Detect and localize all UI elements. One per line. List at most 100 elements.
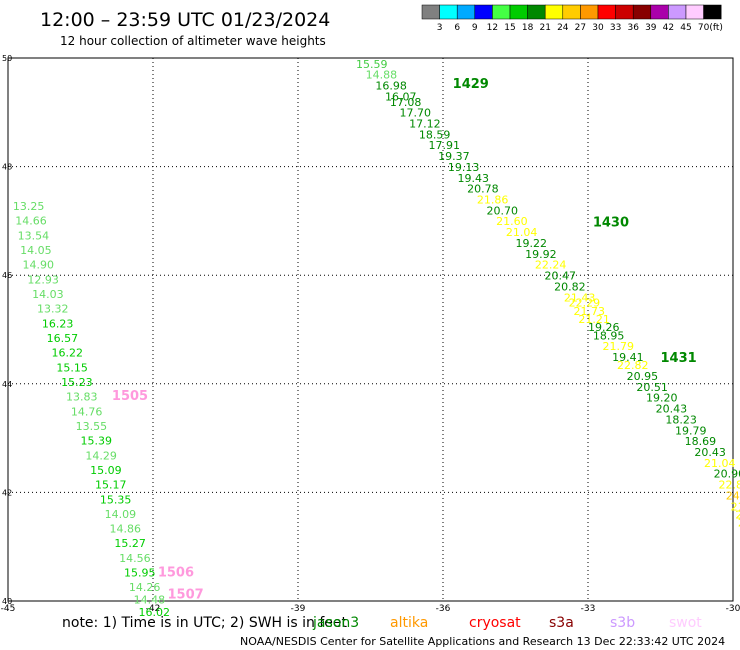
satellite-name: s3a — [549, 615, 574, 631]
colorbar-swatch — [632, 4, 652, 20]
data-points: 15.5914.8816.9816.0717.0817.7017.1218.59… — [13, 58, 740, 619]
swh-value: 20.47 — [545, 270, 577, 283]
swh-value: 13.54 — [18, 229, 49, 242]
swh-value: 21.60 — [496, 215, 527, 228]
chart-title: 12:00 – 23:59 UTC 01/23/2024 — [40, 9, 330, 31]
colorbar-swatch — [456, 4, 476, 20]
colorbar-unit: (ft) — [709, 23, 723, 33]
colorbar-label: 42 — [663, 23, 674, 33]
swh-value: 19.41 — [612, 351, 644, 364]
chart-subtitle: 12 hour collection of altimeter wave hei… — [60, 34, 326, 48]
swh-value: 24.10 — [726, 489, 740, 502]
colorbar-label: 18 — [522, 23, 534, 33]
swh-value: 20.43 — [656, 403, 688, 416]
swh-value: 14.66 — [15, 215, 47, 228]
swh-value: 19.22 — [516, 237, 548, 250]
swh-value: 18.95 — [593, 329, 625, 342]
colorbar-swatch — [703, 4, 722, 20]
y-tick-label: 44 — [2, 380, 12, 389]
swh-value: 18.23 — [665, 413, 697, 426]
swh-value: 15.23 — [61, 376, 93, 389]
colorbar-label: 39 — [645, 23, 657, 33]
swh-value: 14.05 — [20, 244, 52, 257]
swh-value: 19.37 — [438, 150, 470, 163]
swh-value: 16.98 — [375, 79, 407, 92]
satellite-name: cryosat — [469, 615, 521, 631]
pass-labels: 1429 1430 1431 1505 1506 1507 — [112, 77, 697, 602]
swh-value: 16.57 — [47, 332, 79, 345]
satellite-name: swot — [669, 615, 702, 631]
swh-value: 21.43 — [564, 291, 596, 304]
swh-value: 20.90 — [714, 468, 740, 481]
swh-value: 13.83 — [66, 391, 98, 404]
y-tick-label: 42 — [2, 488, 12, 497]
swh-value: 15.95 — [124, 567, 156, 580]
colorbar-swatch — [421, 4, 440, 20]
swh-value: 21.8 — [738, 517, 740, 530]
swh-value: 22.24 — [535, 259, 567, 272]
swh-value: 18.69 — [685, 435, 717, 448]
colorbar-swatch — [562, 4, 581, 20]
swh-value: 14.29 — [85, 449, 117, 462]
colorbar-label: 27 — [575, 23, 586, 33]
footer-note: note: 1) Time is in UTC; 2) SWH is in fe… — [62, 615, 348, 631]
swh-value: 13.55 — [76, 420, 108, 433]
swh-value: 14.26 — [129, 581, 161, 594]
swh-value: 20.51 — [636, 381, 668, 394]
colorbar-swatch — [615, 4, 634, 20]
colorbar-swatch — [668, 4, 687, 20]
swh-value: 21.32 — [731, 500, 740, 513]
grid-lines — [8, 58, 733, 601]
y-tick-label: 40 — [2, 597, 12, 606]
swh-value: 15.17 — [95, 479, 127, 492]
swh-value: 20.95 — [627, 370, 659, 383]
swh-value: 21.86 — [477, 194, 509, 207]
y-tick-label: 50 — [2, 54, 12, 63]
axis-ticks: -45 -42 -39 -36 -33 -30 50 48 46 44 42 40 — [1, 54, 740, 614]
x-tick-label: -36 — [436, 604, 451, 614]
swh-value: 21.04 — [506, 226, 538, 239]
colorbar-swatch — [685, 4, 704, 20]
color-legend: 3 6 9 12 15 18 21 24 27 30 33 36 39 42 45 70 (ft) — [421, 4, 723, 33]
swh-value: 14.88 — [366, 69, 398, 82]
x-tick-label: -33 — [581, 604, 596, 614]
colorbar-label: 36 — [627, 23, 639, 33]
swh-value: 21.79 — [603, 340, 635, 353]
x-tick-label: -45 — [1, 604, 16, 614]
swh-value: 19.43 — [458, 172, 490, 185]
pass-number-label: 1507 — [168, 587, 204, 602]
swh-value: 20.43 — [694, 446, 726, 459]
swh-value: 14.86 — [110, 523, 142, 536]
swh-value: 20.82 — [554, 280, 586, 293]
x-tick-label: -39 — [291, 604, 306, 614]
swh-value: 21.04 — [704, 457, 736, 470]
swh-value: 17.91 — [429, 139, 461, 152]
swh-value: 16.07 — [385, 90, 417, 103]
colorbar-label: 9 — [472, 23, 478, 33]
colorbar-swatch — [527, 4, 546, 20]
satellite-name: jason3 — [312, 615, 359, 631]
swh-value: 17.08 — [390, 96, 422, 109]
swh-value: 13.32 — [37, 303, 69, 316]
swh-value: 16.02 — [139, 606, 171, 619]
swh-value: 22.29 — [569, 297, 601, 310]
x-tick-label: -30 — [726, 604, 740, 614]
swh-value: 14.48 — [134, 594, 166, 607]
colorbar-label: 21 — [539, 23, 550, 33]
swh-value: 19.13 — [448, 161, 480, 174]
satellite-name: s3b — [610, 615, 635, 631]
swh-value: 20.70 — [487, 204, 519, 217]
colorbar-label: 3 — [437, 23, 443, 33]
swh-value: 17.12 — [409, 118, 441, 131]
colorbar-swatch — [580, 4, 599, 20]
satellite-name: altika — [390, 615, 428, 631]
swh-value: 19.79 — [675, 424, 707, 437]
colorbar-label: 33 — [610, 23, 621, 33]
swh-value: 14.09 — [105, 508, 136, 521]
plot-frame — [7, 57, 734, 602]
swh-value: 16.23 — [42, 317, 73, 330]
x-tick-label: -42 — [146, 604, 161, 614]
swh-value: 21.73 — [574, 305, 606, 318]
